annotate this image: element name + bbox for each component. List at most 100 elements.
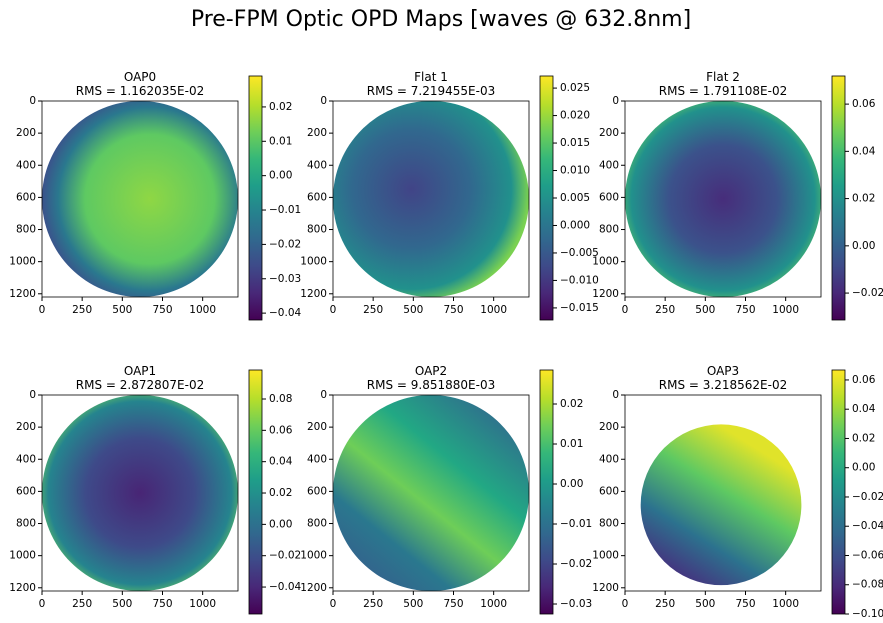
colorbar-tick-label: −0.005 [560, 247, 599, 259]
x-tick-label: 1000 [480, 598, 507, 610]
x-tick-label: 1000 [772, 598, 799, 610]
colorbar-tick-label: 0.015 [560, 137, 590, 149]
figure-title: Pre-FPM Optic OPD Maps [waves @ 632.8nm] [191, 7, 691, 32]
y-tick-label: 200 [16, 421, 36, 433]
y-tick-label: 1000 [9, 256, 36, 268]
y-tick-label: 400 [307, 453, 327, 465]
axes-frame [41, 100, 239, 298]
y-tick-label: 1000 [300, 256, 327, 268]
subplot-title: Flat 1 [414, 70, 448, 84]
opd-map [640, 424, 802, 586]
colorbar [539, 75, 554, 321]
y-tick-label: 1200 [300, 288, 327, 300]
y-tick-label: 800 [16, 224, 36, 236]
y-tick-label: 200 [599, 421, 619, 433]
colorbar-tick-label: 0.025 [560, 82, 590, 94]
colorbar-tick-label: 0.02 [560, 398, 583, 410]
y-tick-label: 0 [320, 95, 327, 107]
y-tick-label: 600 [307, 485, 327, 497]
colorbar [248, 369, 263, 615]
colorbar-tick-label: −0.02 [560, 558, 592, 570]
colorbar [831, 75, 846, 321]
y-tick-label: 1200 [300, 582, 327, 594]
colorbar-tick-label: 0.00 [852, 240, 875, 252]
x-tick-label: 250 [72, 304, 92, 316]
subplot-title: Flat 2 [706, 70, 740, 84]
colorbar-tick-label: −0.04 [852, 520, 883, 532]
x-tick-label: 1000 [480, 304, 507, 316]
x-tick-label: 500 [695, 304, 715, 316]
colorbar-tick-label: −0.03 [560, 598, 592, 610]
y-tick-label: 1200 [592, 582, 619, 594]
colorbar-tick-label: 0.01 [560, 438, 583, 450]
colorbar-tick-label: 0.06 [852, 374, 876, 386]
colorbar-tick-label: 0.02 [852, 432, 875, 444]
y-tick-label: 600 [307, 191, 327, 203]
y-tick-label: 400 [307, 159, 327, 171]
subplot-subtitle: RMS = 7.219455E-03 [367, 84, 495, 98]
colorbar-tick-label: −0.03 [269, 273, 301, 285]
subplot-subtitle: RMS = 9.851880E-03 [367, 378, 495, 392]
opd-map [42, 395, 238, 591]
colorbar [248, 75, 263, 321]
colorbar-tick-label: −0.01 [269, 204, 301, 216]
colorbar-tick-label: −0.10 [852, 608, 883, 619]
colorbar-tick-label: 0.06 [269, 424, 293, 436]
y-tick-label: 1200 [9, 582, 36, 594]
x-tick-label: 500 [112, 304, 132, 316]
y-tick-label: 1200 [592, 288, 619, 300]
x-tick-label: 0 [622, 304, 629, 316]
y-tick-label: 600 [16, 191, 36, 203]
y-tick-label: 200 [307, 127, 327, 139]
x-tick-label: 250 [363, 304, 383, 316]
y-tick-label: 400 [599, 159, 619, 171]
subplot-title: OAP2 [415, 364, 447, 378]
colorbar-tick-label: 0.00 [560, 478, 583, 490]
x-tick-label: 0 [39, 304, 46, 316]
y-tick-label: 400 [16, 159, 36, 171]
x-tick-label: 1000 [772, 304, 799, 316]
subplot-subtitle: RMS = 2.872807E-02 [76, 378, 204, 392]
subplot-title: OAP3 [707, 364, 739, 378]
axes-frame [624, 100, 822, 298]
x-tick-label: 1000 [189, 598, 216, 610]
colorbar-tick-label: 0.020 [560, 110, 590, 122]
colorbar-tick-label: −0.015 [560, 302, 599, 314]
opd-map [333, 101, 529, 297]
colorbar-tick-label: 0.02 [269, 487, 292, 499]
x-tick-label: 0 [330, 598, 337, 610]
x-tick-label: 0 [39, 598, 46, 610]
colorbar-tick-label: 0.01 [269, 135, 292, 147]
x-tick-label: 750 [443, 598, 463, 610]
colorbar [539, 369, 554, 615]
x-tick-label: 250 [655, 304, 675, 316]
colorbar-tick-label: −0.010 [560, 274, 599, 286]
x-tick-label: 750 [152, 304, 172, 316]
y-tick-label: 800 [599, 224, 619, 236]
y-tick-label: 200 [16, 127, 36, 139]
colorbar-tick-label: −0.02 [269, 550, 301, 562]
axes-frame [332, 100, 530, 298]
y-tick-label: 200 [307, 421, 327, 433]
colorbar-tick-label: −0.02 [269, 238, 301, 250]
y-tick-label: 0 [29, 389, 36, 401]
x-tick-label: 0 [622, 598, 629, 610]
colorbar-tick-label: −0.04 [269, 307, 301, 319]
axes-frame [41, 394, 239, 592]
y-tick-label: 0 [320, 389, 327, 401]
colorbar-tick-label: 0.005 [560, 192, 590, 204]
colorbar-tick-label: 0.02 [852, 193, 875, 205]
y-tick-label: 800 [307, 224, 327, 236]
opd-map [333, 395, 529, 591]
opd-map [625, 101, 821, 297]
x-tick-label: 0 [330, 304, 337, 316]
colorbar-tick-label: 0.08 [269, 393, 292, 405]
x-tick-label: 250 [363, 598, 383, 610]
y-tick-label: 600 [599, 485, 619, 497]
y-tick-label: 0 [29, 95, 36, 107]
colorbar-tick-label: −0.06 [852, 549, 883, 561]
x-tick-label: 500 [403, 304, 423, 316]
x-tick-label: 250 [72, 598, 92, 610]
y-tick-label: 1000 [592, 550, 619, 562]
